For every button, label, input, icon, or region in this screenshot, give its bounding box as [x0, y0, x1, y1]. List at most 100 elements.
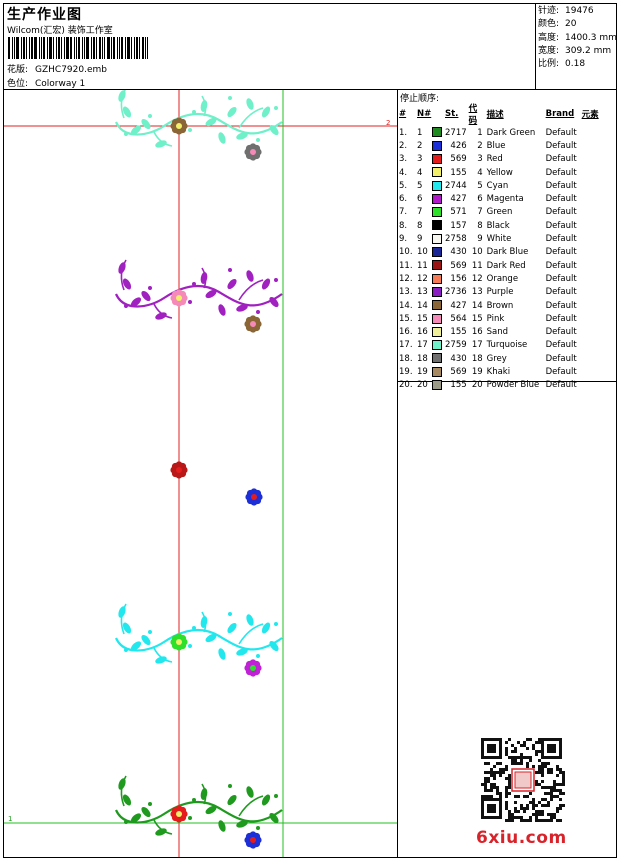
qr-module	[499, 771, 502, 774]
element-cell	[582, 192, 606, 205]
motif-turquoise-vine	[114, 90, 283, 161]
color-description: Dark Red	[486, 260, 526, 271]
qr-module	[541, 771, 544, 774]
color-description: Magenta	[486, 194, 524, 205]
stop-sequence-table: # N# St. 代码 描述 Brand 元素 1. 1 2717 1 Dark Gre…	[398, 102, 606, 392]
qr-module	[520, 744, 523, 747]
vine-leaf	[205, 805, 217, 815]
stop-number: 17.	[399, 340, 413, 351]
qr-module	[508, 783, 511, 786]
thread-color-swatch	[432, 260, 442, 271]
color-code: 9	[477, 234, 483, 245]
element-cell	[582, 352, 606, 365]
vine-leaf	[218, 304, 226, 316]
vine-leaf	[236, 304, 248, 312]
table-row: 13. 13 2736 13 Purple Default	[398, 286, 606, 299]
qr-module	[526, 804, 529, 807]
barcode-bar	[43, 37, 45, 59]
vine-berry	[124, 648, 128, 652]
qr-module	[550, 789, 553, 792]
qr-module	[490, 786, 493, 789]
stitch-count: 157	[450, 220, 467, 231]
stat-row: 颜色: 20	[538, 18, 617, 31]
qr-module	[508, 786, 511, 789]
stop-number: 2.	[399, 140, 408, 151]
qr-module	[526, 738, 529, 741]
barcode-bar	[39, 37, 40, 59]
color-code: 15	[471, 313, 483, 324]
qr-module	[529, 819, 532, 822]
motifs-layer	[114, 90, 283, 849]
table-row: 3. 3 569 3 Red Default	[398, 153, 606, 166]
qr-module	[511, 813, 514, 816]
stat-row: 针迹: 19476	[538, 5, 617, 18]
needle-number: 16	[417, 327, 428, 338]
needle-number: 13	[417, 287, 428, 298]
qr-module	[487, 780, 490, 783]
barcode-bar	[66, 37, 69, 59]
vine-berry	[192, 110, 196, 114]
stitch-count: 569	[450, 366, 467, 377]
color-code: 3	[477, 154, 483, 165]
stat-label: 比例:	[538, 59, 560, 70]
qr-module	[538, 810, 541, 813]
qr-module	[511, 819, 514, 822]
element-cell	[582, 325, 606, 338]
stitch-count: 2759	[445, 340, 467, 351]
vine-leaf	[141, 806, 151, 818]
barcode-bar	[12, 37, 13, 59]
vine-leaf	[269, 124, 279, 136]
qr-module	[550, 786, 553, 789]
barcode-bar	[78, 37, 80, 59]
vine-berry	[188, 644, 192, 648]
stitch-count: 571	[450, 207, 467, 218]
vine-berry	[274, 278, 278, 282]
color-code: 2	[477, 140, 483, 151]
qr-module	[487, 777, 490, 780]
column-header: Brand	[545, 109, 575, 119]
column-header: #	[399, 109, 407, 119]
qr-module	[508, 813, 511, 816]
qr-module	[511, 744, 514, 747]
vine-leaf	[218, 132, 226, 144]
barcode	[8, 37, 153, 59]
table-row: 4. 4 155 4 Yellow Default	[398, 166, 606, 179]
qr-logo-seal	[514, 771, 532, 789]
qr-module	[508, 780, 511, 783]
color-code: 4	[477, 167, 483, 178]
qr-module	[532, 744, 535, 747]
color-swatch	[432, 126, 445, 139]
qr-finder-core	[547, 744, 556, 753]
thread-color-swatch	[432, 233, 442, 244]
thread-brand: Default	[545, 127, 577, 138]
qr-module	[496, 789, 499, 792]
qr-module	[556, 810, 559, 813]
qr-module	[502, 771, 505, 774]
barcode-bar	[86, 37, 89, 59]
color-code: 1	[477, 127, 483, 138]
color-description: Black	[486, 220, 510, 231]
thread-brand: Default	[545, 180, 577, 191]
qr-module	[496, 771, 499, 774]
needle-number: 8	[417, 220, 423, 231]
vine-leaf	[205, 117, 217, 127]
qr-module	[505, 789, 508, 792]
barcode-bar	[117, 37, 118, 59]
qr-module	[559, 789, 562, 792]
vine-leaf	[122, 794, 132, 806]
qr-module	[505, 819, 508, 822]
stat-label: 宽度:	[538, 45, 560, 56]
needle-number: 12	[417, 273, 428, 284]
qr-module	[490, 783, 493, 786]
color-swatch	[432, 339, 445, 352]
qr-code	[481, 738, 565, 822]
vine-leaf	[122, 278, 132, 290]
thread-brand: Default	[545, 140, 577, 151]
stop-number: 20.	[399, 380, 413, 391]
stitch-count: 430	[450, 247, 467, 258]
thread-brand: Default	[545, 327, 577, 338]
qr-module	[544, 798, 547, 801]
qr-module	[514, 756, 517, 759]
embroidered-flower	[170, 289, 188, 307]
barcode-bar	[134, 37, 135, 59]
